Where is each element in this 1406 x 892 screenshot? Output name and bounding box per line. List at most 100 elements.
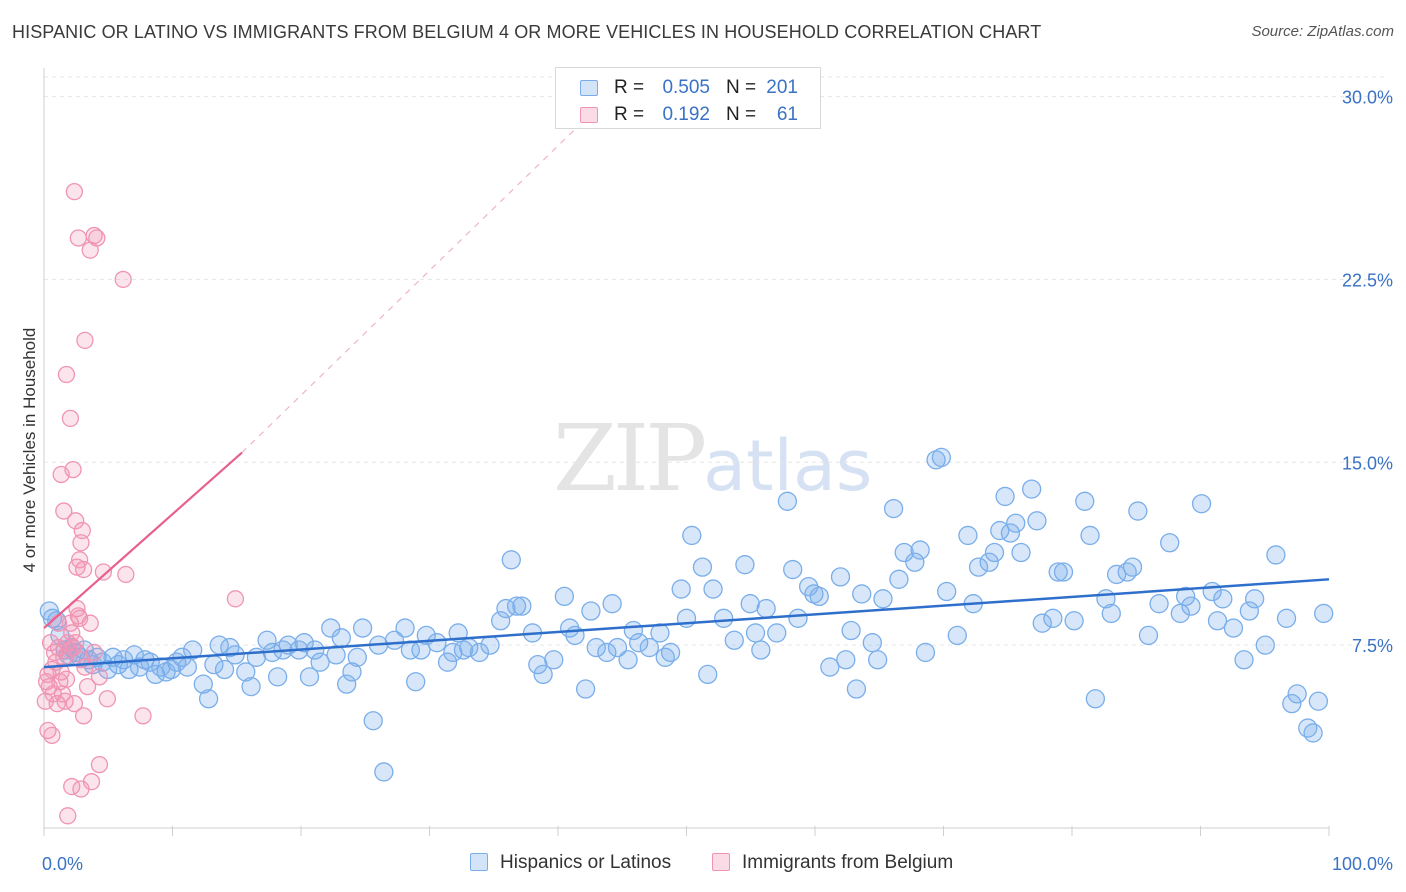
data-point-hispanics (1138, 625, 1159, 646)
data-point-hispanics (937, 581, 957, 602)
y-axis-label: 4 or more Vehicles in Household (20, 327, 39, 573)
legend-n-value: 61 (776, 104, 798, 125)
data-point-hispanics (1181, 596, 1201, 616)
legend-r-label: R = (614, 77, 645, 98)
data-point-belgium (90, 755, 109, 774)
legend-label-belgium: Immigrants from Belgium (742, 852, 954, 873)
data-point-belgium (117, 565, 135, 584)
data-point-hispanics (735, 555, 755, 575)
data-point-hispanics (1266, 545, 1286, 565)
data-point-hispanics (629, 633, 649, 653)
data-point-hispanics (984, 542, 1005, 563)
data-point-hispanics (294, 633, 314, 653)
data-point-hispanics (437, 652, 458, 672)
data-point-hispanics (1075, 491, 1095, 511)
data-point-belgium (70, 609, 89, 627)
data-point-hispanics (1234, 650, 1254, 670)
data-point-hispanics (198, 689, 219, 709)
data-point-hispanics (602, 594, 622, 614)
legend-r-label: R = (614, 104, 645, 125)
data-point-hispanics (745, 623, 766, 643)
data-point-belgium (57, 670, 76, 688)
data-point-belgium (81, 614, 99, 632)
data-point-hispanics (1149, 594, 1169, 614)
data-point-hispanics (581, 601, 601, 621)
data-point-hispanics (1027, 511, 1047, 531)
correlation-legend: R = 0.505 N = 201 R = 0.192 N = 61 (555, 67, 821, 129)
data-point-hispanics (1048, 562, 1068, 582)
data-point-belgium (43, 726, 61, 745)
data-point-belgium (55, 502, 73, 520)
data-point-hispanics (1053, 562, 1074, 582)
data-point-hispanics (703, 579, 723, 599)
data-point-hispanics (1276, 608, 1297, 628)
data-point-hispanics (512, 596, 532, 616)
data-point-hispanics (406, 672, 426, 692)
data-point-hispanics (883, 498, 904, 519)
data-point-belgium (49, 614, 68, 632)
data-point-hispanics (331, 628, 352, 648)
data-point-hispanics (639, 637, 659, 658)
data-point-hispanics (347, 647, 367, 667)
data-point-hispanics (931, 447, 952, 468)
data-point-hispanics (533, 664, 553, 685)
data-point-hispanics (257, 630, 277, 650)
data-point-belgium (65, 183, 84, 201)
data-point-belgium (68, 558, 86, 576)
data-point-belgium (73, 521, 91, 540)
data-point-hispanics (910, 540, 930, 560)
data-point-hispanics (979, 552, 999, 572)
data-point-hispanics (1128, 501, 1148, 521)
grid-lines (44, 76, 1384, 646)
data-point-belgium (90, 668, 109, 686)
data-point-hispanics (183, 640, 203, 660)
data-point-belgium (76, 658, 94, 676)
data-point-hispanics (671, 579, 691, 599)
trend-line-belgium (43, 451, 243, 629)
data-point-hispanics (873, 589, 893, 609)
data-point-hispanics (1255, 635, 1275, 655)
data-point-belgium (64, 460, 82, 479)
y-tick-label: 22.5% (1342, 270, 1393, 290)
data-point-hispanics (820, 657, 840, 677)
data-point-hispanics (1011, 542, 1031, 563)
data-point-hispanics (852, 584, 872, 604)
data-point-hispanics (692, 557, 713, 577)
data-point-hispanics (113, 650, 134, 670)
data-point-hispanics (777, 491, 798, 511)
data-point-hispanics (193, 674, 213, 694)
data-point-hispanics (915, 642, 936, 663)
data-point-hispanics (1287, 684, 1307, 704)
data-point-belgium (85, 226, 103, 245)
data-point-hispanics (751, 640, 771, 660)
legend-r-value: 0.505 (662, 77, 710, 98)
data-point-hispanics (1303, 723, 1323, 743)
data-point-hispanics (363, 711, 383, 731)
data-point-hispanics (427, 633, 447, 653)
data-point-belgium (63, 777, 81, 796)
data-point-hispanics (947, 625, 967, 646)
data-point-belgium (226, 590, 245, 608)
data-point-hispanics (618, 650, 638, 670)
data-point-belgium (59, 807, 77, 825)
data-point-belgium (134, 707, 152, 725)
data-point-hispanics (1213, 589, 1233, 609)
data-point-belgium (88, 229, 106, 247)
x-tick-label: 100.0% (1332, 854, 1393, 874)
data-point-belgium (76, 331, 94, 350)
data-point-hispanics (905, 552, 925, 572)
data-point-belgium (65, 695, 84, 713)
series-hispanics-points (39, 447, 1334, 782)
data-point-hispanics (575, 679, 596, 699)
data-point-hispanics (756, 598, 776, 619)
data-point-hispanics (491, 611, 511, 631)
data-point-hispanics (1000, 523, 1021, 543)
legend-swatch-hispanics (470, 853, 488, 871)
data-point-belgium (114, 270, 132, 289)
legend-r-value: 0.192 (662, 104, 710, 125)
data-point-belgium (74, 707, 93, 725)
data-point-hispanics (597, 642, 617, 663)
trend-line-hispanics (43, 578, 1330, 669)
data-point-belgium (61, 409, 80, 428)
legend-item-belgium: Immigrants from Belgium (712, 852, 953, 874)
